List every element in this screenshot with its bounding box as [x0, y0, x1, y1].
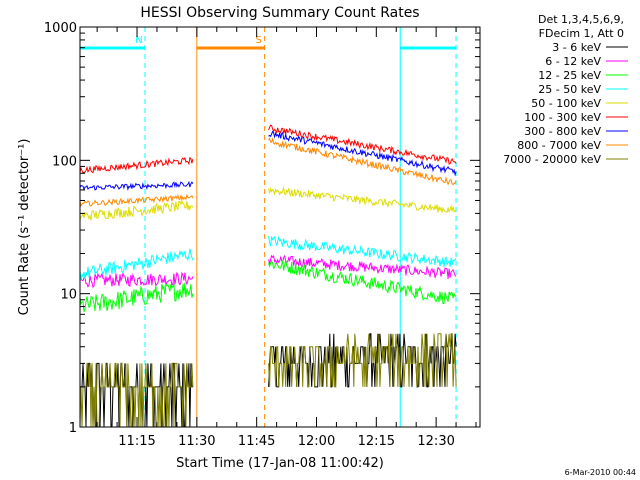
- legend-label: 100 - 300 keV: [524, 111, 601, 124]
- plot-frame: [79, 26, 481, 428]
- legend-label: 800 - 7000 keV: [517, 139, 601, 152]
- y-axis-label: Count Rate (s⁻¹ detector⁻¹): [17, 139, 32, 316]
- series-line: [79, 193, 194, 207]
- legend-label: 3 - 6 keV: [552, 41, 601, 54]
- x-tick-label: 12:15: [358, 434, 395, 449]
- series-line: [268, 235, 457, 267]
- series-line: [79, 180, 194, 192]
- series-line: [268, 259, 457, 305]
- series-line: [79, 282, 194, 313]
- x-axis-label: Start Time (17-Jan-08 11:00:42): [176, 456, 384, 471]
- axes-layer: 1 10 100 1000 11:15 11:30 11:45 12:00 12:15 12:30: [44, 21, 480, 449]
- series-line: [79, 248, 194, 280]
- legend-label: 12 - 25 keV: [538, 69, 601, 82]
- legend-label: 7000 - 20000 keV: [503, 153, 601, 166]
- series-line: [268, 185, 457, 214]
- y-tick-label: 1: [69, 421, 77, 436]
- legend: Det 1,3,4,5,6,9,FDecim 1, Att 03 - 6 keV…: [503, 13, 628, 166]
- flag-letter: N: [135, 35, 142, 46]
- series-line: [268, 124, 457, 165]
- series-line: [80, 362, 193, 428]
- legend-label: 6 - 12 keV: [545, 55, 601, 68]
- x-tick-label: 11:45: [238, 434, 275, 449]
- y-tick-label: 1000: [44, 21, 77, 36]
- series-line: [268, 130, 457, 177]
- series-layer: [79, 124, 457, 428]
- flag-letter: S: [255, 35, 261, 46]
- x-tick-label: 11:30: [178, 434, 215, 449]
- series-line: [79, 199, 194, 221]
- x-tick-label: 12:00: [298, 434, 335, 449]
- series-line: [79, 156, 194, 174]
- footer-date: 6-Mar-2010 00:44: [565, 468, 636, 477]
- legend-label: 25 - 50 keV: [538, 83, 601, 96]
- series-line: [268, 333, 457, 388]
- legend-label: 300 - 800 keV: [524, 125, 601, 138]
- chart-title: HESSI Observing Summary Count Rates: [140, 5, 419, 21]
- series-line: [268, 254, 457, 279]
- legend-header: FDecim 1, Att 0: [539, 27, 624, 40]
- series-line: [268, 137, 457, 186]
- legend-header: Det 1,3,4,5,6,9,: [538, 13, 624, 26]
- x-tick-label: 12:30: [417, 434, 454, 449]
- x-tick-label: 11:15: [118, 434, 155, 449]
- series-line: [79, 271, 194, 289]
- y-tick-label: 10: [60, 288, 77, 303]
- legend-label: 50 - 100 keV: [531, 97, 601, 110]
- y-tick-label: 100: [52, 154, 77, 169]
